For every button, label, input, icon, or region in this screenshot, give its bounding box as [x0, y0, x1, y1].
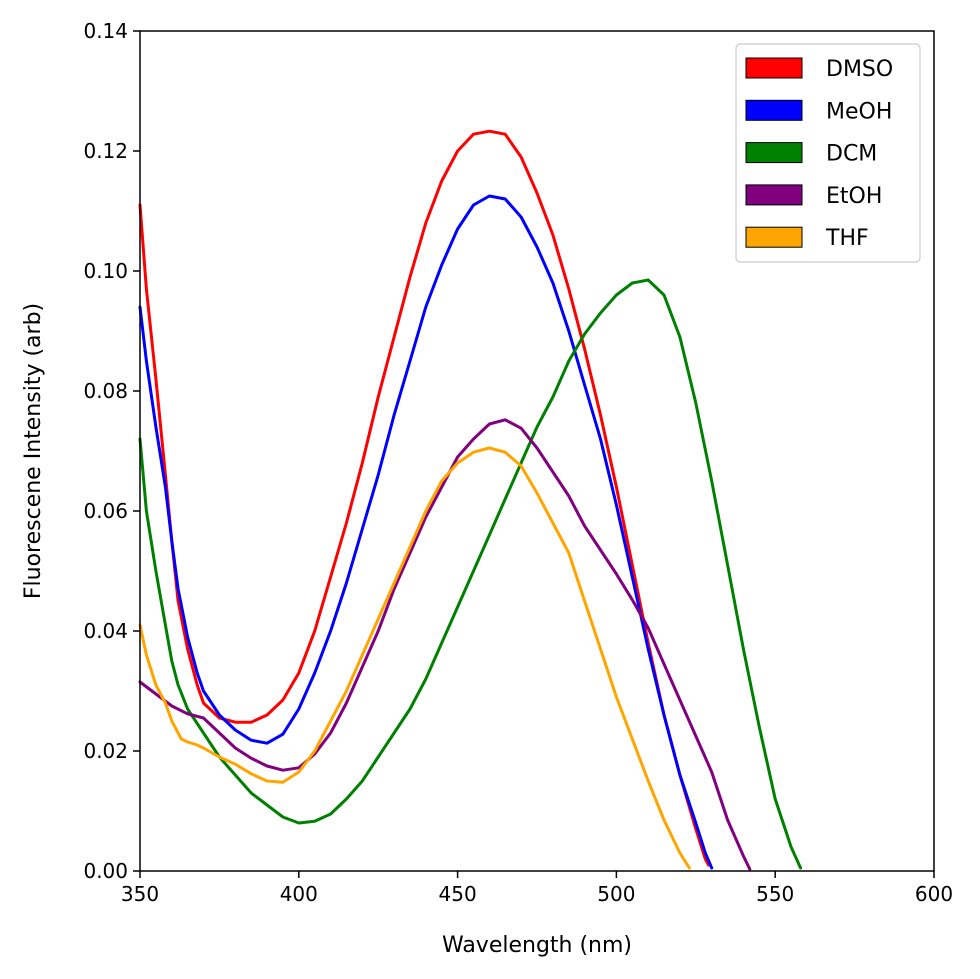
legend-frame [735, 43, 921, 263]
legend-swatch-meoh [745, 99, 803, 121]
x-tick-label: 450 [439, 882, 477, 906]
y-tick-label: 0.06 [83, 499, 128, 523]
y-axis-label: Fluorescene Intensity (arb) [21, 303, 46, 599]
x-tick-label: 550 [756, 882, 794, 906]
series-line-dcm [138, 278, 803, 870]
plot-frame [139, 30, 935, 872]
x-tick-label: 600 [915, 882, 953, 906]
legend-swatch-etoh [745, 184, 803, 206]
y-tick-label: 0.12 [83, 139, 128, 163]
legend-label-dmso: DMSO [826, 57, 893, 82]
x-tick-label: 350 [121, 882, 159, 906]
y-tick-label: 0.04 [83, 619, 128, 643]
legend-swatch-dmso [745, 57, 803, 79]
y-tick-label: 0.08 [83, 379, 128, 403]
legend-label-etoh: EtOH [826, 184, 882, 209]
series-layer [138, 129, 803, 871]
y-tick-label: 0.00 [83, 859, 128, 883]
y-tick-label: 0.10 [83, 259, 128, 283]
legend-label-dcm: DCM [826, 142, 877, 167]
y-tick-label: 0.14 [83, 19, 128, 43]
legend-swatch-dcm [745, 142, 803, 164]
legend-label-thf: THF [825, 226, 869, 251]
x-axis-label: Wavelength (nm) [442, 933, 632, 958]
tick-layer: 350 400 450 500 550 600 0.00 0.02 0.04 0.06 0.08 0.… [83, 19, 953, 906]
legend: DMSO MeOH DCM EtOH THF [735, 43, 921, 263]
y-tick-label: 0.02 [83, 739, 128, 763]
series-line-thf [138, 446, 691, 870]
legend-swatch-thf [745, 226, 803, 248]
x-tick-label: 400 [280, 882, 318, 906]
legend-label-meoh: MeOH [826, 99, 892, 124]
series-line-meoh [138, 194, 714, 870]
x-tick-label: 500 [597, 882, 635, 906]
series-line-dmso [138, 129, 710, 867]
